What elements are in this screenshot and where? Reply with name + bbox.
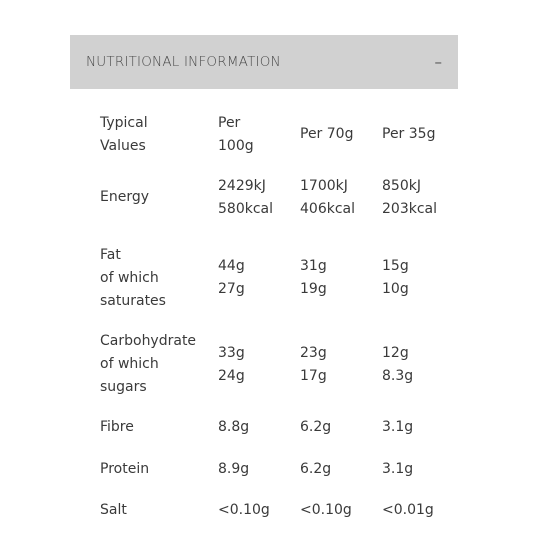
header-label-line: Values [100,137,146,154]
value-line: 1700kJ [300,177,348,194]
value-line: 3.1g [382,419,414,435]
row-label-line: Fibre [100,419,134,435]
row-label-line: Protein [100,460,150,477]
row-label-line: sugars [100,379,147,395]
value-per-100g: 2429kJ 580kcal [218,162,300,233]
header-typical-values: Typical Values [100,107,218,162]
value-line: 17g [300,367,327,384]
value-per-35g: <0.01g [382,489,458,531]
value-line: 203kcal [382,200,437,217]
row-label-line: of which [100,269,159,286]
value-line: 27g [218,281,245,297]
table-row-fibre: Fibre 8.8g 6.2g 3.1g [100,406,458,449]
value-per-100g: <0.10g [218,489,300,531]
value-line: 406kcal [300,200,355,217]
value-per-35g: 3.1g [382,449,458,489]
value-per-100g: 8.8g [218,406,300,449]
value-line: 8.9g [218,460,250,477]
header-label-line: Per [218,114,241,131]
value-per-35g: 12g 8.3g [382,323,458,406]
value-line: 12g [382,344,409,361]
value-line: 8.8g [218,419,250,435]
value-line: 19g [300,281,327,297]
value-line: <0.10g [218,501,270,518]
table-row-carbohydrate: Carbohydrate of which sugars 33g 24g 23g… [100,323,458,406]
value-per-35g: 850kJ 203kcal [382,162,458,233]
value-per-70g: 6.2g [300,449,382,489]
value-line: 31g [300,258,327,274]
value-line: 8.3g [382,367,414,384]
value-per-70g: 31g 19g [300,233,382,323]
value-line: 44g [218,258,245,274]
table-row-energy: Energy 2429kJ 580kcal 1700kJ 406kcal 850… [100,162,458,233]
value-line: 580kcal [218,200,273,217]
value-per-100g: 33g 24g [218,323,300,406]
value-line: 6.2g [300,460,332,477]
minus-icon[interactable]: – [434,53,443,71]
header-per-100g: Per 100g [218,107,300,162]
row-label-line: Energy [100,189,150,205]
value-per-70g: <0.10g [300,489,382,531]
header-label-line: 100g [218,137,254,154]
value-line: <0.01g [382,501,434,518]
value-line: 2429kJ [218,177,266,194]
value-per-35g: 15g 10g [382,233,458,323]
accordion-title: NUTRITIONAL INFORMATION [86,54,281,70]
value-line: 24g [218,367,245,384]
row-label-line: saturates [100,292,166,309]
accordion-header[interactable]: NUTRITIONAL INFORMATION – [70,35,458,89]
value-line: 15g [382,258,409,274]
value-line: 6.2g [300,419,332,435]
row-label: Carbohydrate of which sugars [100,323,218,406]
header-label-line: Typical [100,114,148,131]
row-label: Fat of which saturates [100,233,218,323]
value-line: <0.10g [300,501,352,518]
table-header-row: Typical Values Per 100g Per 70g Per 35g [100,107,458,162]
row-label: Energy [100,162,218,233]
value-line: 3.1g [382,460,414,477]
value-line: 23g [300,344,327,361]
value-per-100g: 8.9g [218,449,300,489]
value-line: 10g [382,281,409,297]
value-per-70g: 1700kJ 406kcal [300,162,382,233]
table-row-salt: Salt <0.10g <0.10g <0.01g [100,489,458,531]
row-label-line: Fat [100,246,121,263]
row-label: Protein [100,449,218,489]
value-per-70g: 23g 17g [300,323,382,406]
nutrition-accordion: NUTRITIONAL INFORMATION – [70,35,458,89]
value-line: 850kJ [382,177,421,194]
row-label: Fibre [100,406,218,449]
value-line: 33g [218,344,245,361]
nutrition-table: Typical Values Per 100g Per 70g Per 35g … [100,107,458,531]
value-per-100g: 44g 27g [218,233,300,323]
row-label-line: Salt [100,501,127,518]
table-row-fat: Fat of which saturates 44g 27g 31g 19g 1… [100,233,458,323]
row-label-line: Carbohydrate [100,333,197,349]
table-row-protein: Protein 8.9g 6.2g 3.1g [100,449,458,489]
header-label-line: Per 70g [300,126,354,142]
header-label-line: Per 35g [382,126,436,142]
row-label-line: of which [100,356,159,372]
header-per-35g: Per 35g [382,107,458,162]
value-per-35g: 3.1g [382,406,458,449]
value-per-70g: 6.2g [300,406,382,449]
header-per-70g: Per 70g [300,107,382,162]
row-label: Salt [100,489,218,531]
